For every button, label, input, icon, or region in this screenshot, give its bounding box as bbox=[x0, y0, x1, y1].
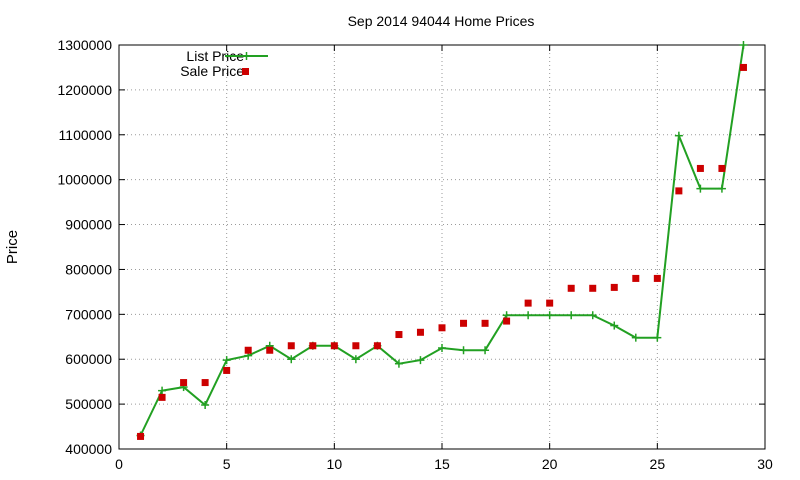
sale-price-point bbox=[567, 284, 575, 292]
sale-price-point bbox=[546, 299, 554, 307]
list-price-point bbox=[158, 386, 167, 395]
sale-price-point bbox=[696, 164, 704, 172]
sale-price-point bbox=[438, 324, 446, 332]
sale-price-point bbox=[395, 331, 403, 339]
sale-price-point bbox=[610, 283, 618, 291]
sale-price-point bbox=[137, 432, 145, 440]
y-tick-label: 500000 bbox=[65, 396, 112, 412]
list-price-point bbox=[739, 41, 748, 49]
x-tick-label: 5 bbox=[223, 456, 231, 472]
legend: List Price Sale Price bbox=[180, 48, 268, 79]
legend-label-sale-price: Sale Price bbox=[180, 63, 244, 79]
list-price-point bbox=[696, 184, 705, 193]
list-price-line bbox=[139, 44, 745, 436]
y-tick-label: 700000 bbox=[65, 306, 112, 322]
list-price-point bbox=[201, 401, 210, 410]
sale-price-point bbox=[244, 346, 252, 354]
list-price-point bbox=[351, 355, 360, 364]
list-price-point bbox=[631, 333, 640, 342]
y-tick-label: 1200000 bbox=[57, 82, 112, 98]
sale-price-point bbox=[675, 187, 683, 195]
list-price-point bbox=[459, 346, 468, 355]
y-tick-label: 900000 bbox=[65, 217, 112, 233]
sale-price-point bbox=[330, 342, 338, 350]
legend-label-list-price: List Price bbox=[186, 48, 244, 64]
x-tick-label: 20 bbox=[542, 456, 558, 472]
list-price-point bbox=[717, 184, 726, 193]
list-price-point bbox=[610, 321, 619, 330]
list-price-point bbox=[653, 333, 662, 342]
chart-title: Sep 2014 94044 Home Prices bbox=[348, 13, 535, 29]
sale-price-point bbox=[503, 317, 511, 325]
list-price-point bbox=[567, 311, 576, 320]
y-tick-label: 800000 bbox=[65, 261, 112, 277]
sale-price-point bbox=[309, 342, 317, 350]
x-tick-label: 30 bbox=[757, 456, 773, 472]
y-tick-label: 1100000 bbox=[59, 127, 113, 143]
sale-price-point bbox=[223, 366, 231, 374]
sale-price-point bbox=[201, 379, 209, 387]
y-tick-label: 1000000 bbox=[57, 172, 112, 188]
x-tick-label: 25 bbox=[650, 456, 666, 472]
list-price-point bbox=[222, 356, 231, 365]
x-tick-label: 10 bbox=[327, 456, 343, 472]
list-price-point bbox=[481, 346, 490, 355]
plot-frame bbox=[118, 44, 766, 450]
sale-price-point bbox=[481, 319, 489, 327]
x-tick-label: 15 bbox=[434, 456, 450, 472]
list-price-point bbox=[524, 311, 533, 320]
list-price-point bbox=[545, 311, 554, 320]
grid bbox=[119, 45, 765, 449]
x-tick-label: 0 bbox=[115, 456, 123, 472]
sale-price-point bbox=[460, 319, 468, 327]
list-price-point bbox=[588, 311, 597, 320]
sale-price-point bbox=[180, 379, 188, 387]
sale-price-point bbox=[718, 164, 726, 172]
y-tick-label: 1300000 bbox=[57, 37, 112, 53]
sale-price-point bbox=[739, 63, 747, 71]
sale-price-point bbox=[373, 342, 381, 350]
list-price-point bbox=[416, 356, 425, 365]
axis-ticks: 0 5 10 15 20 25 30 400000 500000 600000 700000 8000… bbox=[57, 37, 773, 472]
y-axis-label: Price bbox=[4, 230, 21, 264]
list-price-point bbox=[394, 359, 403, 368]
list-price-point bbox=[287, 355, 296, 364]
y-tick-label: 600000 bbox=[65, 351, 112, 367]
list-price-point bbox=[438, 344, 446, 352]
series bbox=[136, 41, 748, 440]
sale-price-point bbox=[589, 284, 597, 292]
y-tick-label: 400000 bbox=[65, 441, 112, 457]
sale-price-point bbox=[416, 328, 424, 336]
sale-price-point bbox=[653, 274, 661, 282]
sale-price-point bbox=[266, 346, 274, 354]
sale-price-point bbox=[352, 342, 360, 350]
sale-price-point bbox=[158, 393, 166, 401]
legend-marker-sale-price bbox=[242, 68, 249, 75]
sale-price-point bbox=[632, 274, 640, 282]
sale-price-point bbox=[524, 299, 532, 307]
list-price-point bbox=[674, 131, 683, 140]
sale-price-point bbox=[287, 342, 295, 350]
